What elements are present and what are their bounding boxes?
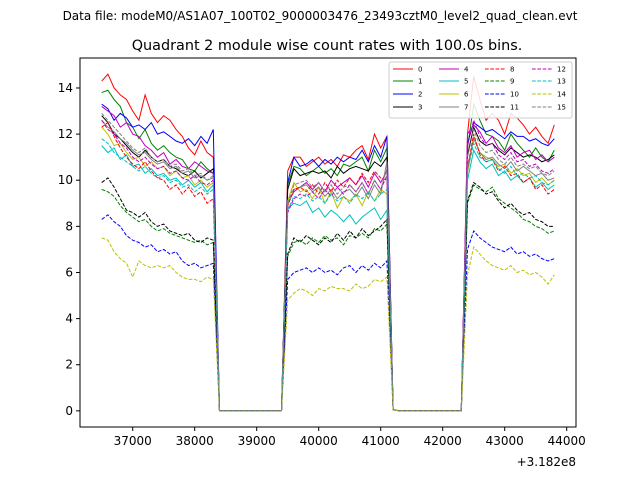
legend-label-9: 9 xyxy=(510,78,514,86)
legend-label-5: 5 xyxy=(464,78,468,86)
series-line-4 xyxy=(101,106,555,412)
y-tick-label: 0 xyxy=(65,404,73,418)
x-axis: 37000 38000 39000 40000 41000 42000 43000 44000 xyxy=(114,427,586,448)
y-axis: 0 2 4 6 8 10 12 14 xyxy=(58,81,80,418)
legend-label-3: 3 xyxy=(418,104,422,112)
series-line-2 xyxy=(101,103,555,412)
data-file-suptitle: Data file: modeM0/AS1A07_100T02_90000034… xyxy=(63,9,578,23)
series-line-10 xyxy=(101,214,555,412)
series-line-14 xyxy=(101,237,555,412)
legend-label-15: 15 xyxy=(557,104,566,112)
legend-label-13: 13 xyxy=(557,78,566,86)
legend-label-2: 2 xyxy=(418,91,422,99)
x-tick-label: 41000 xyxy=(362,434,400,448)
legend-label-0: 0 xyxy=(418,66,422,74)
chart-title: Quadrant 2 module wise count rates with … xyxy=(132,38,523,54)
legend-label-14: 14 xyxy=(557,91,566,99)
series-line-9 xyxy=(101,184,555,412)
plot-frame xyxy=(79,57,577,428)
series-line-15 xyxy=(101,113,555,412)
legend-frame xyxy=(388,61,573,119)
legend-label-8: 8 xyxy=(510,66,514,74)
y-tick-label: 14 xyxy=(58,81,73,95)
y-tick-label: 10 xyxy=(58,173,73,187)
series-line-12 xyxy=(101,118,555,412)
x-tick-label: 39000 xyxy=(238,434,276,448)
y-tick-label: 6 xyxy=(65,265,73,279)
legend-label-7: 7 xyxy=(464,104,468,112)
series-layer xyxy=(101,73,555,412)
legend-label-1: 1 xyxy=(418,78,422,86)
y-tick-label: 4 xyxy=(65,312,73,326)
x-tick-label: 44000 xyxy=(548,434,586,448)
series-line-5 xyxy=(101,145,555,412)
legend-label-12: 12 xyxy=(557,66,566,74)
legend-label-10: 10 xyxy=(510,91,519,99)
series-line-3 xyxy=(101,115,555,412)
legend-label-4: 4 xyxy=(464,66,469,74)
series-line-1 xyxy=(101,89,555,412)
y-tick-label: 8 xyxy=(65,219,73,233)
series-line-8 xyxy=(101,121,555,412)
series-line-13 xyxy=(101,138,555,412)
x-tick-label: 43000 xyxy=(486,434,524,448)
y-tick-label: 12 xyxy=(58,127,73,141)
x-tick-label: 37000 xyxy=(114,434,152,448)
legend-label-6: 6 xyxy=(464,91,469,99)
x-tick-label: 42000 xyxy=(424,434,462,448)
series-line-11 xyxy=(101,177,555,412)
x-tick-label: 40000 xyxy=(300,434,338,448)
legend-label-11: 11 xyxy=(510,104,519,112)
series-line-6 xyxy=(101,126,555,412)
x-tick-label: 38000 xyxy=(176,434,214,448)
x-offset-label: +3.182e8 xyxy=(517,455,576,469)
y-tick-label: 2 xyxy=(65,358,73,372)
